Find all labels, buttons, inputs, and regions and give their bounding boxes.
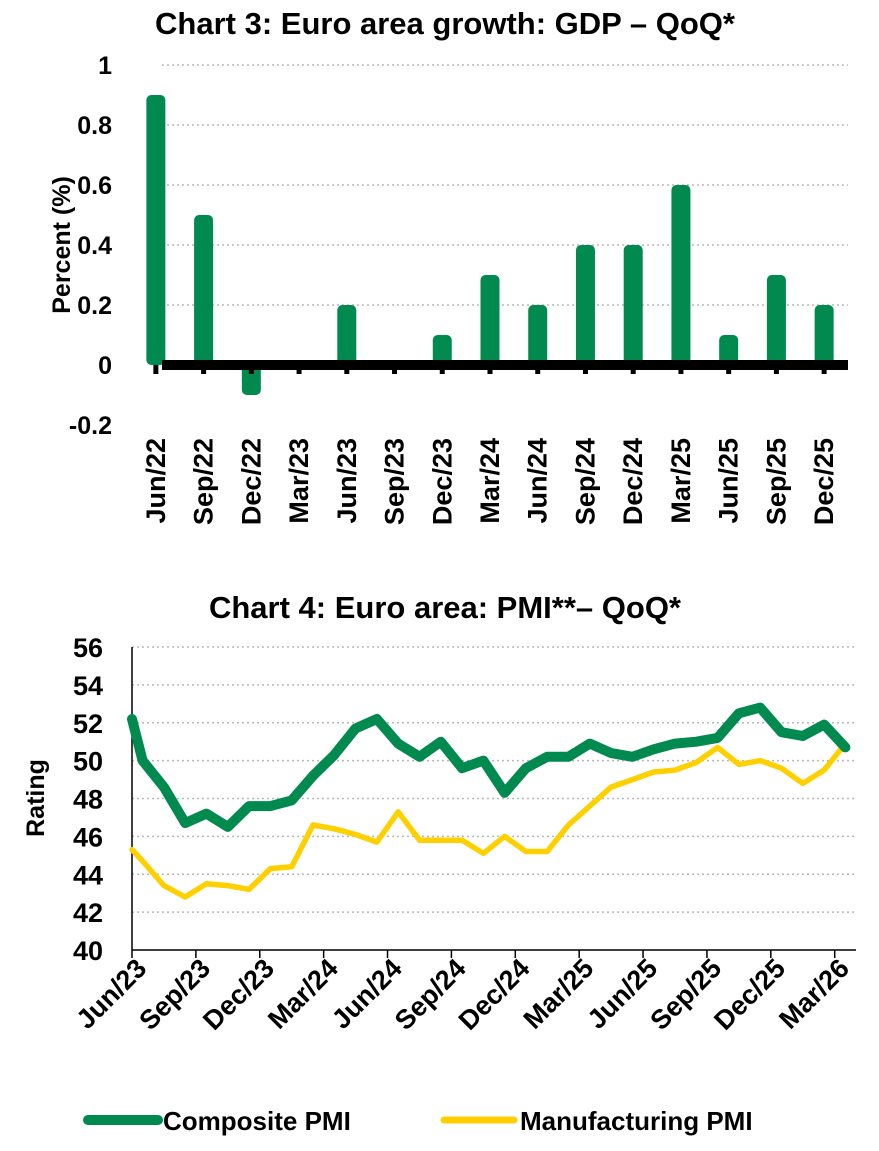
gdp-x-tick-label: Dec/23 — [427, 438, 457, 525]
gdp-bar-jun-23 — [337, 305, 357, 365]
gdp-bar-jun-22 — [146, 95, 166, 365]
pmi-y-tick-label: 44 — [73, 860, 103, 890]
pmi-x-tick-labels: Jun/23Sep/23Dec/23Mar/24Jun/24Sep/24Dec/… — [71, 953, 855, 1036]
gdp-x-tick-label: Jun/23 — [332, 438, 362, 524]
gdp-bar-mar-24 — [480, 275, 500, 365]
pmi-y-tick-label: 50 — [73, 747, 103, 777]
gdp-zero-axis — [153, 360, 848, 374]
pmi-y-tick-labels: 56 54 52 50 48 46 44 42 40 — [73, 633, 103, 966]
gdp-bar-chart: Chart 3: Euro area growth: GDP – QoQ* Pe… — [48, 6, 848, 525]
pmi-series-lines — [127, 702, 851, 900]
gdp-x-tick-label: Sep/24 — [570, 438, 600, 525]
gdp-x-tick-label: Dec/22 — [236, 438, 266, 525]
gdp-y-tick-labels: 1 0.8 0.6 0.4 0.2 0 -0.2 — [69, 52, 112, 440]
pmi-axes — [131, 647, 856, 958]
gdp-y-tick-label: 0 — [98, 352, 112, 380]
pmi-y-tick-label: 46 — [73, 822, 103, 852]
gdp-bar-sep-25 — [766, 275, 786, 365]
gdp-x-tick-label: Sep/22 — [189, 438, 219, 525]
pmi-x-tick-label: Mar/24 — [262, 953, 344, 1035]
gdp-y-axis-title: Percent (%) — [48, 176, 76, 314]
pmi-x-tick-label: Dec/24 — [453, 953, 536, 1036]
pmi-x-tick-label: Dec/23 — [197, 953, 280, 1036]
pmi-y-tick-label: 42 — [73, 898, 103, 928]
gdp-x-tick-label: Mar/25 — [666, 438, 696, 524]
pmi-legend: Composite PMI Manufacturing PMI — [83, 1106, 753, 1136]
pmi-y-tick-label: 40 — [73, 936, 103, 966]
gdp-bar-dec-22 — [241, 365, 261, 395]
pmi-line-chart: Chart 4: Euro area: PMI**– QoQ* Rating 5… — [22, 590, 856, 1136]
gdp-x-tick-label: Sep/23 — [380, 438, 410, 525]
pmi-x-tick-label: Sep/23 — [133, 953, 216, 1036]
pmi-y-axis-title: Rating — [22, 759, 50, 837]
pmi-x-tick-label: Mar/26 — [773, 953, 855, 1035]
legend-label-composite-pmi: Composite PMI — [163, 1106, 351, 1136]
gdp-y-tick-label: 0.6 — [77, 172, 112, 200]
gdp-bar-dec-25 — [814, 305, 834, 365]
gdp-y-tick-label: 1 — [98, 52, 112, 80]
gdp-y-tick-label: 0.8 — [77, 112, 112, 140]
gdp-bar-dec-24 — [623, 245, 643, 365]
gdp-y-tick-label: 0.4 — [77, 232, 112, 260]
gdp-x-tick-label: Jun/25 — [714, 438, 744, 524]
series-line-composite-pmi — [127, 702, 851, 832]
legend-label-manufacturing-pmi: Manufacturing PMI — [520, 1106, 753, 1136]
pmi-y-tick-label: 56 — [73, 633, 103, 663]
gdp-bar-mar-25 — [671, 185, 691, 365]
gdp-x-tick-label: Dec/25 — [809, 438, 839, 525]
pmi-x-tick-label: Sep/25 — [644, 953, 727, 1036]
pmi-y-tick-label: 54 — [73, 671, 103, 701]
gdp-bars — [146, 95, 834, 395]
pmi-y-tick-label: 48 — [73, 785, 103, 815]
gdp-x-tick-label: Mar/23 — [284, 438, 314, 524]
gdp-y-tick-label: 0.2 — [77, 292, 112, 320]
pmi-gridlines — [132, 646, 856, 913]
pmi-x-tick-label: Mar/25 — [518, 953, 600, 1035]
gdp-x-tick-label: Jun/24 — [523, 438, 553, 524]
gdp-gridlines — [162, 64, 848, 306]
gdp-bar-dec-23 — [432, 335, 452, 365]
gdp-x-tick-label: Jun/22 — [141, 438, 171, 524]
gdp-chart-title: Chart 3: Euro area growth: GDP – QoQ* — [155, 6, 736, 41]
pmi-chart-title: Chart 4: Euro area: PMI**– QoQ* — [209, 590, 682, 625]
gdp-bar-jun-25 — [719, 335, 739, 365]
pmi-y-tick-label: 52 — [73, 709, 103, 739]
gdp-y-tick-label: -0.2 — [69, 412, 112, 440]
series-line-manufacturing-pmi — [129, 740, 849, 900]
gdp-bar-sep-24 — [575, 245, 595, 365]
pmi-x-tick-label: Dec/25 — [708, 953, 791, 1036]
gdp-x-tick-label: Sep/25 — [761, 438, 791, 525]
gdp-bar-sep-22 — [194, 215, 214, 365]
gdp-x-tick-label: Dec/24 — [618, 438, 648, 525]
gdp-x-tick-label: Mar/24 — [475, 438, 505, 524]
gdp-x-tick-labels: Jun/22 Sep/22 Dec/22 Mar/23 Jun/23 Sep/23 Dec/… — [141, 438, 839, 525]
gdp-bar-jun-24 — [528, 305, 548, 365]
pmi-x-tick-label: Sep/24 — [389, 953, 472, 1036]
